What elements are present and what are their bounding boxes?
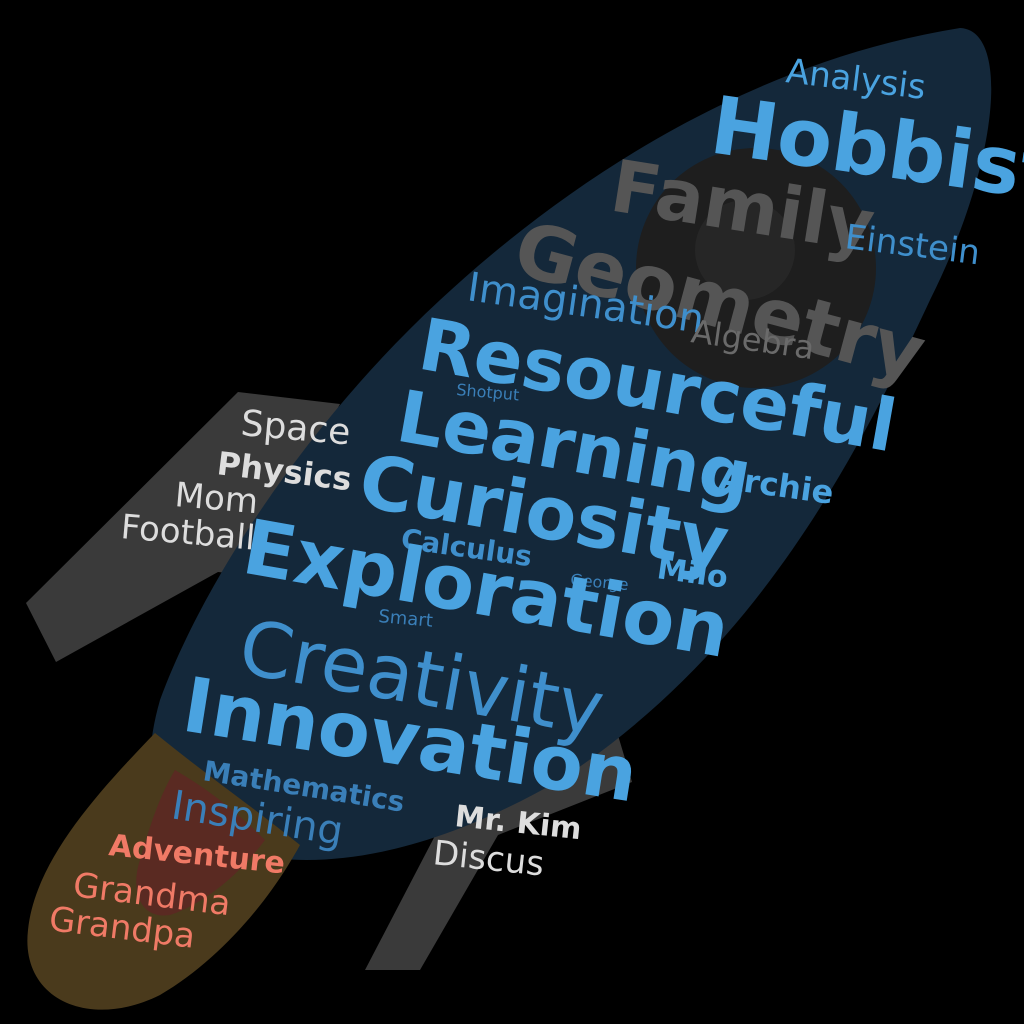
rocket-left-fin — [26, 392, 340, 662]
rocket-porthole-shine — [695, 200, 795, 300]
rocket-exhaust-inner — [136, 770, 265, 916]
word-smart: Smart — [378, 606, 434, 632]
word-space: Space — [239, 403, 352, 453]
word-mom: Mom — [173, 475, 259, 522]
